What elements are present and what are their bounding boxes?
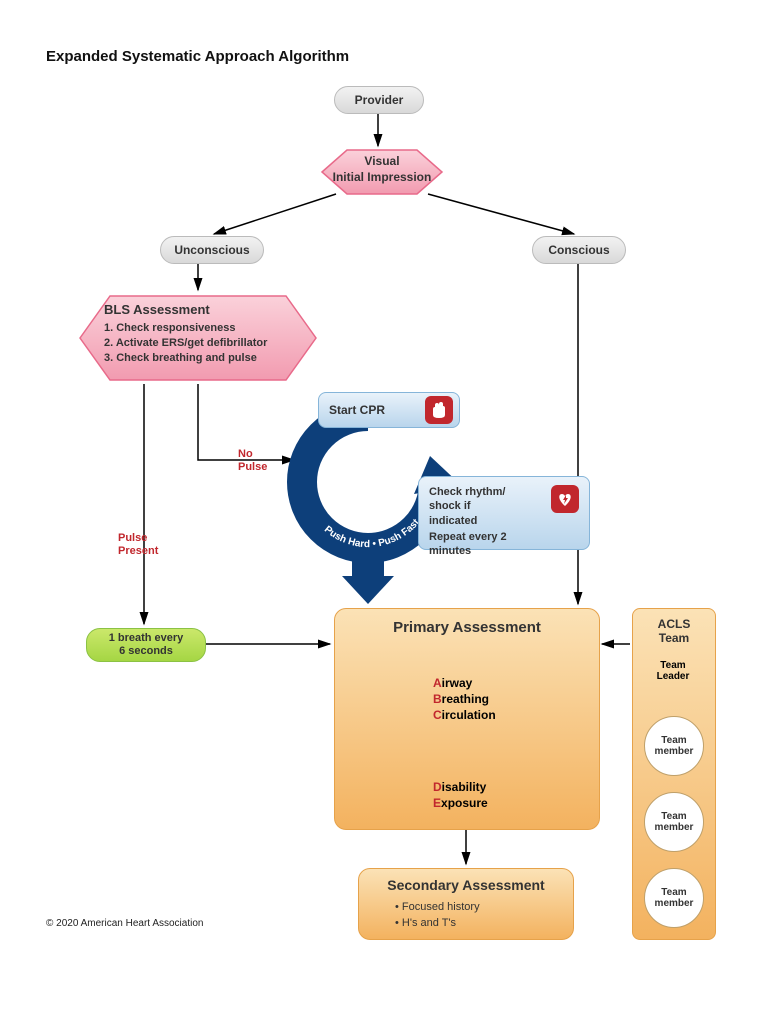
- primary-abc: Airway Breathing Circulation: [433, 675, 496, 724]
- copyright-text: © 2020 American Heart Association: [46, 918, 203, 929]
- visual-line2: Initial Impression: [322, 170, 442, 186]
- team-member-3: Team member: [644, 868, 704, 928]
- team-leader-label: Team Leader: [644, 660, 702, 682]
- visual-line1: Visual: [322, 154, 442, 170]
- rhythm-l2: shock if: [429, 499, 545, 513]
- secondary-b1: • Focused history: [395, 901, 480, 913]
- start-cpr-label: Start CPR: [329, 403, 385, 417]
- annot-pulse-present: Pulse Present: [118, 532, 158, 558]
- team-member-2: Team member: [644, 792, 704, 852]
- node-visual-label: Visual Initial Impression: [322, 154, 442, 185]
- secondary-b2: • H's and T's: [395, 917, 456, 929]
- rhythm-l1: Check rhythm/: [429, 485, 545, 499]
- node-check-rhythm: Check rhythm/ shock if indicated Repeat …: [418, 476, 590, 550]
- node-secondary: Secondary Assessment • Focused history •…: [358, 868, 574, 940]
- bls-item-2: 2. Activate ERS/get defibrillator: [104, 337, 267, 349]
- primary-de: Disability Exposure: [433, 779, 488, 811]
- node-breath: 1 breath every 6 seconds: [86, 628, 206, 662]
- unconscious-label: Unconscious: [174, 243, 249, 257]
- bls-title: BLS Assessment: [104, 302, 210, 317]
- node-start-cpr: Start CPR: [318, 392, 460, 428]
- node-unconscious: Unconscious: [160, 236, 264, 264]
- hands-icon: [425, 396, 453, 424]
- node-primary: Primary Assessment Airway Breathing Circ…: [334, 608, 600, 830]
- node-conscious: Conscious: [532, 236, 626, 264]
- annot-no-pulse: No Pulse: [238, 448, 267, 474]
- primary-title: Primary Assessment: [335, 619, 599, 636]
- node-provider: Provider: [334, 86, 424, 114]
- secondary-title: Secondary Assessment: [359, 877, 573, 893]
- conscious-label: Conscious: [548, 243, 609, 257]
- shock-heart-icon: [551, 485, 579, 513]
- bls-item-3: 3. Check breathing and pulse: [104, 352, 257, 364]
- rhythm-l3: indicated: [429, 514, 545, 528]
- team-title: ACLS Team: [633, 617, 715, 646]
- rhythm-l4: Repeat every 2 minutes: [429, 530, 545, 559]
- bls-item-1: 1. Check responsiveness: [104, 322, 235, 334]
- node-provider-label: Provider: [355, 93, 404, 107]
- team-member-1: Team member: [644, 716, 704, 776]
- diagram-canvas: Expanded Systematic Approach Algorithm: [0, 0, 768, 1024]
